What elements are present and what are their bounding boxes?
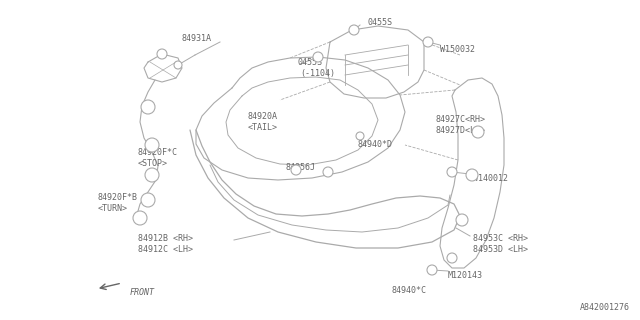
Text: W150032: W150032 xyxy=(440,45,475,54)
Circle shape xyxy=(447,253,457,263)
Circle shape xyxy=(356,132,364,140)
Circle shape xyxy=(145,168,159,182)
Circle shape xyxy=(349,25,359,35)
Text: (-1104): (-1104) xyxy=(300,69,335,78)
Circle shape xyxy=(466,169,478,181)
Text: 0455S: 0455S xyxy=(297,58,322,67)
Text: 84953C <RH>: 84953C <RH> xyxy=(473,234,528,243)
Text: 84912C <LH>: 84912C <LH> xyxy=(138,245,193,254)
Text: 84920F*B: 84920F*B xyxy=(98,193,138,202)
Circle shape xyxy=(141,193,155,207)
Circle shape xyxy=(133,211,147,225)
Circle shape xyxy=(472,126,484,138)
Text: M120143: M120143 xyxy=(448,271,483,280)
Text: 84940*D: 84940*D xyxy=(358,140,393,149)
Text: 84920F*C: 84920F*C xyxy=(138,148,178,157)
Text: 84927D<LH>: 84927D<LH> xyxy=(435,126,485,135)
Text: 84931A: 84931A xyxy=(182,34,212,43)
Circle shape xyxy=(423,37,433,47)
Circle shape xyxy=(141,100,155,114)
Circle shape xyxy=(456,214,468,226)
Text: 84920A: 84920A xyxy=(248,112,278,121)
Text: <STOP>: <STOP> xyxy=(138,159,168,168)
Text: 84927C<RH>: 84927C<RH> xyxy=(435,115,485,124)
Circle shape xyxy=(427,265,437,275)
Circle shape xyxy=(145,138,159,152)
Circle shape xyxy=(313,52,323,62)
Text: A842001276: A842001276 xyxy=(580,303,630,312)
Text: 84953D <LH>: 84953D <LH> xyxy=(473,245,528,254)
Text: <TAIL>: <TAIL> xyxy=(248,123,278,132)
Text: 84940*C: 84940*C xyxy=(392,286,427,295)
Text: 84912B <RH>: 84912B <RH> xyxy=(138,234,193,243)
Circle shape xyxy=(323,167,333,177)
Text: 0455S: 0455S xyxy=(368,18,393,27)
Text: FRONT: FRONT xyxy=(130,288,155,297)
Text: <TURN>: <TURN> xyxy=(98,204,128,213)
Circle shape xyxy=(157,49,167,59)
Circle shape xyxy=(447,167,457,177)
Circle shape xyxy=(291,165,301,175)
Text: W140012: W140012 xyxy=(473,174,508,183)
Circle shape xyxy=(174,61,182,69)
Text: 84956J: 84956J xyxy=(285,163,315,172)
